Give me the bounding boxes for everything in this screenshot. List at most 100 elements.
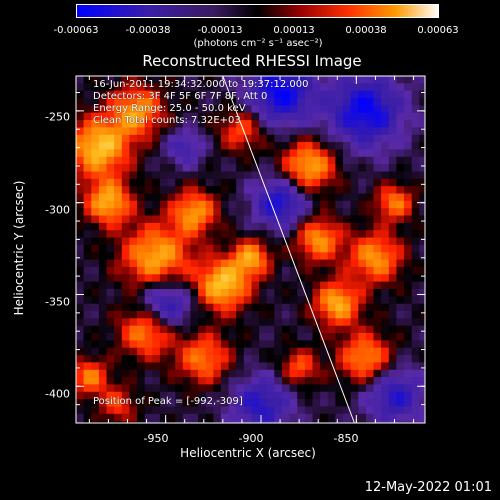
heatmap-cell [137, 208, 146, 217]
heatmap-cell [213, 83, 222, 92]
heatmap-cell [411, 347, 420, 356]
heatmap-cell [282, 362, 291, 371]
heatmap-cell [304, 413, 314, 422]
heatmap-cell [312, 355, 321, 363]
heatmap-cell [320, 281, 329, 290]
heatmap-cell [190, 377, 199, 385]
heatmap-cell [381, 230, 390, 239]
heatmap-cell [365, 98, 375, 106]
heatmap-cell [343, 266, 352, 275]
heatmap-cell [304, 369, 314, 378]
heatmap-cell [411, 333, 420, 341]
heatmap-cell [144, 186, 153, 195]
heatmap-cell [190, 252, 199, 261]
heatmap-cell [220, 406, 230, 415]
heatmap-cell [297, 244, 306, 253]
heatmap-cell [381, 325, 390, 334]
heatmap-cell [236, 355, 245, 363]
heatmap-cell [335, 134, 344, 143]
heatmap-cell [190, 120, 199, 128]
heatmap-cell [373, 142, 382, 150]
heatmap-cell [205, 186, 214, 195]
heatmap-cell [144, 90, 153, 99]
heatmap-cell [91, 340, 100, 349]
heatmap-cell [198, 98, 207, 106]
heatmap-cell [121, 318, 130, 327]
heatmap-cell [175, 355, 184, 363]
heatmap-cell [98, 377, 108, 385]
heatmap-cell [91, 222, 100, 231]
heatmap-cell [335, 230, 344, 239]
heatmap-cell [220, 355, 230, 363]
heatmap-cell [373, 377, 382, 385]
heatmap-cell [419, 311, 425, 319]
plot-frame [75, 75, 426, 424]
heatmap-cell [243, 406, 252, 415]
heatmap-cell [83, 200, 92, 209]
heatmap-cell [335, 186, 344, 195]
heatmap-cell [327, 311, 336, 319]
heatmap-cell [76, 369, 85, 378]
heatmap-cell [381, 178, 390, 187]
heatmap-cell [167, 369, 176, 378]
heatmap-cell [396, 333, 405, 341]
heatmap-cell [365, 355, 375, 363]
heatmap-cell [159, 120, 169, 128]
heatmap-cell [175, 171, 184, 180]
heatmap-cell [236, 333, 245, 341]
heatmap-cell [404, 90, 413, 99]
heatmap-cell [304, 237, 314, 246]
heatmap-cell [343, 105, 352, 114]
heatmap-cell [312, 193, 321, 202]
heatmap-cell [175, 333, 184, 341]
heatmap-cell [137, 83, 146, 92]
heatmap-cell [297, 347, 306, 356]
heatmap-cell [236, 178, 245, 187]
heatmap-cell [243, 325, 252, 334]
heatmap-cell [251, 384, 260, 393]
heatmap-cell [396, 340, 405, 349]
heatmap-cell [114, 406, 123, 415]
heatmap-cell [297, 164, 306, 172]
heatmap-cell [419, 384, 425, 393]
heatmap-cell [76, 105, 85, 114]
heatmap-cell [205, 384, 214, 393]
heatmap-cell [419, 134, 425, 143]
heatmap-cell [251, 391, 260, 400]
heatmap-cell [419, 142, 425, 150]
heatmap-cell [358, 303, 367, 312]
heatmap-cell [121, 215, 130, 224]
heatmap-cell [396, 127, 405, 136]
heatmap-cell [91, 149, 100, 158]
heatmap-cell [236, 362, 245, 371]
heatmap-cell [106, 200, 115, 209]
heatmap-cell [190, 413, 199, 422]
heatmap-cell [129, 340, 138, 349]
heatmap-cell [137, 303, 146, 312]
heatmap-cell [137, 325, 146, 334]
heatmap-cell [205, 171, 214, 180]
heatmap-cell [411, 252, 420, 261]
heatmap-cell [152, 347, 161, 356]
heatmap-cell [282, 127, 291, 136]
heatmap-cell [350, 347, 359, 356]
heatmap-cell [320, 149, 329, 158]
heatmap-cell [304, 421, 314, 423]
heatmap-cell [144, 347, 153, 356]
heatmap-cell [411, 266, 420, 275]
heatmap-cell [320, 325, 329, 334]
heatmap-cell [76, 90, 85, 99]
heatmap-cell [190, 156, 199, 165]
heatmap-cell [297, 391, 306, 400]
heatmap-cell [198, 391, 207, 400]
heatmap-cell [381, 193, 390, 202]
heatmap-cell [365, 156, 375, 165]
heatmap-cell [373, 281, 382, 290]
heatmap-cell [198, 274, 207, 283]
heatmap-cell [411, 289, 420, 297]
heatmap-cell [144, 413, 153, 422]
heatmap-cell [365, 208, 375, 217]
heatmap-cell [266, 127, 275, 136]
heatmap-cell [404, 164, 413, 172]
heatmap-cell [213, 215, 222, 224]
